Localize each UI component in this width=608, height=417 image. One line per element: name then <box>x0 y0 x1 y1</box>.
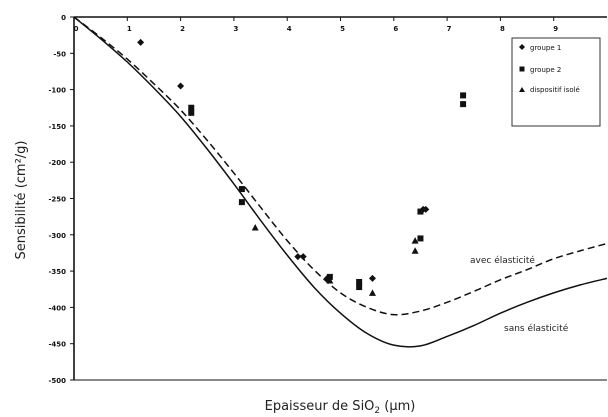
y-tick-label-10: -500 <box>48 377 66 385</box>
y-tick-label-7: -350 <box>48 268 66 276</box>
x-tick-label-3: 3 <box>233 25 238 33</box>
legend-item-groupe-2: groupe 2 <box>519 66 561 74</box>
legend-label-groupe-1: groupe 1 <box>530 44 561 52</box>
point-triangle-1 <box>326 277 334 284</box>
point-triangle-0 <box>251 224 259 231</box>
y-tick-label-6: -300 <box>48 232 66 240</box>
x-tick-label-1: 1 <box>127 25 132 33</box>
curve-avec-elasticite <box>73 16 608 316</box>
point-square-0 <box>188 104 195 111</box>
legend-marker-diamond <box>519 44 525 50</box>
point-square-5 <box>356 278 363 285</box>
point-diamond-2 <box>294 253 302 261</box>
point-diamond-0 <box>137 38 145 46</box>
y-tick-label-4: -200 <box>48 159 66 167</box>
point-triangle-2 <box>368 289 376 296</box>
point-square-4 <box>326 273 333 280</box>
curve-label-avec: avec élasticité <box>470 255 535 266</box>
point-square-6 <box>356 284 363 291</box>
legend-marker-square <box>519 66 525 72</box>
point-diamond-7 <box>422 205 430 213</box>
y-tick-label-9: -450 <box>48 341 66 349</box>
legend-item-groupe-1: groupe 1 <box>519 44 561 52</box>
point-diamond-5 <box>368 274 376 282</box>
x-tick-label-9: 9 <box>553 25 558 33</box>
x-tick-label-6: 6 <box>393 25 398 33</box>
x-tick-label-5: 5 <box>340 25 345 33</box>
legend-label-dispositif-isole: dispositif isolé <box>530 86 580 94</box>
x-tick-label-7: 7 <box>447 25 452 33</box>
x-tick-label-8: 8 <box>500 25 505 33</box>
legend-label-groupe-2: groupe 2 <box>530 66 561 74</box>
y-axis-title: Sensibilité (cm²/g) <box>14 141 29 260</box>
x-axis-title: Epaisseur de SiO2 (µm) <box>265 399 416 416</box>
curve-sans-elasticite <box>73 16 608 348</box>
y-tick-label-3: -150 <box>48 123 66 131</box>
legend-marker-triangle <box>519 87 525 92</box>
x-tick-label-2: 2 <box>180 25 185 33</box>
point-square-7 <box>417 235 424 242</box>
y-tick-label-8: -400 <box>48 304 66 312</box>
point-triangle-4 <box>411 247 419 254</box>
legend: groupe 1 groupe 2 dispositif isolé <box>511 37 601 127</box>
point-triangle-3 <box>411 237 419 244</box>
point-diamond-3 <box>299 253 307 261</box>
curves <box>73 16 608 348</box>
point-diamond-1 <box>177 82 185 90</box>
curve-label-sans: sans élasticité <box>504 323 569 334</box>
point-square-10 <box>460 101 467 108</box>
x-tick-label-0: 0 <box>74 25 79 33</box>
point-square-1 <box>188 109 195 116</box>
x-tick-label-4: 4 <box>287 25 292 33</box>
point-square-8 <box>417 208 424 215</box>
y-tick-label-5: -250 <box>48 196 66 204</box>
point-square-9 <box>460 92 467 99</box>
point-square-2 <box>238 186 245 193</box>
legend-box <box>511 37 601 127</box>
y-tick-label-1: -50 <box>53 50 66 58</box>
y-tick-label-2: -100 <box>48 87 66 95</box>
legend-item-dispositif-isole: dispositif isolé <box>519 86 580 94</box>
point-square-3 <box>238 199 245 206</box>
plot-area: 0 1 2 3 4 5 6 7 8 9 0 -50 -100 -150 -200 -250 -300 -350 -4… <box>48 14 607 385</box>
data-points <box>137 38 467 296</box>
y-tick-label-0: 0 <box>61 14 66 22</box>
